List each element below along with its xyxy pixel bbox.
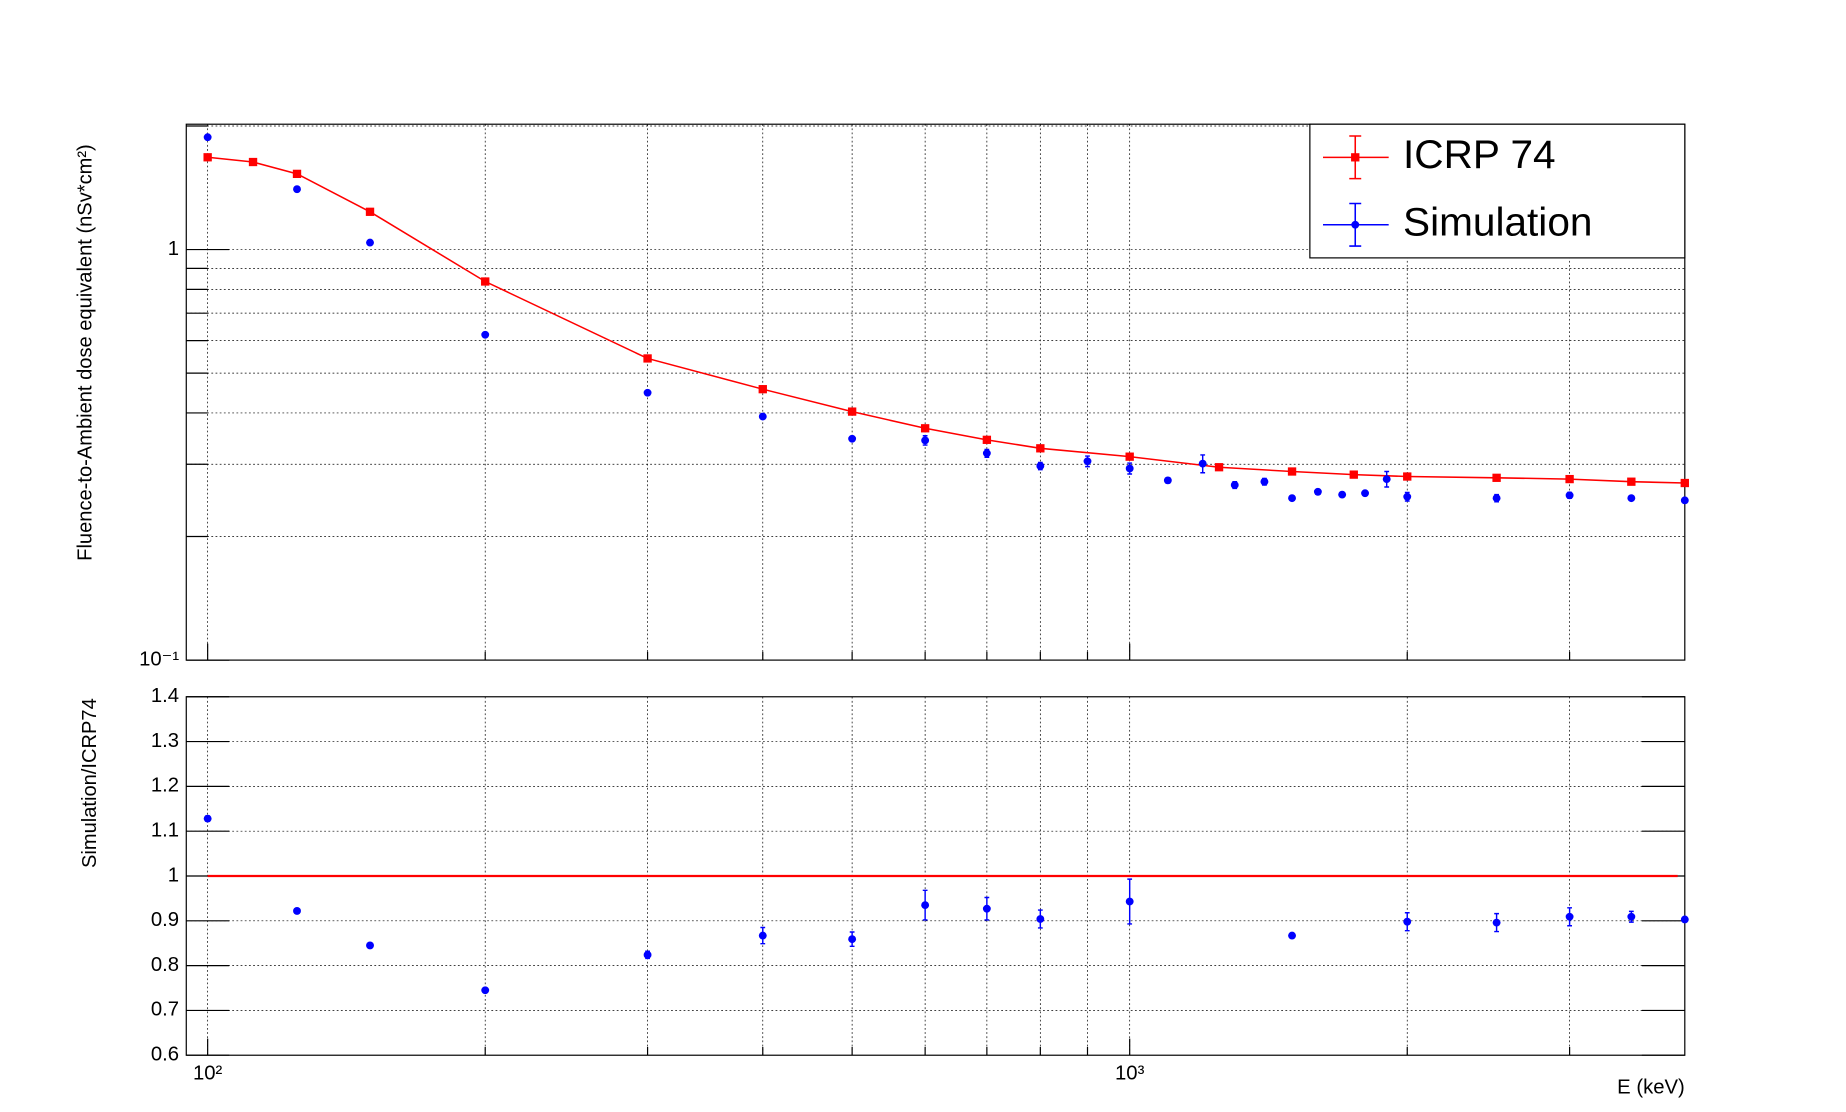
data-point bbox=[848, 935, 857, 944]
y-tick-label: 0.7 bbox=[151, 999, 179, 1021]
data-point bbox=[1492, 918, 1501, 927]
y-tick-label: 1.3 bbox=[151, 730, 179, 752]
data-point bbox=[1338, 490, 1347, 499]
data-point bbox=[1260, 477, 1269, 486]
data-point bbox=[758, 931, 767, 940]
data-point bbox=[203, 153, 212, 162]
y-tick-label: 1.4 bbox=[151, 685, 179, 707]
data-point bbox=[481, 986, 490, 995]
data-point bbox=[1230, 481, 1239, 489]
data-point bbox=[921, 901, 930, 910]
data-point bbox=[1125, 897, 1134, 906]
data-point bbox=[248, 157, 258, 167]
data-point bbox=[1287, 467, 1297, 476]
x-tick-label: 10² bbox=[193, 1063, 223, 1085]
data-point bbox=[848, 434, 857, 443]
data-point bbox=[1036, 462, 1045, 470]
data-point bbox=[293, 907, 301, 915]
data-point bbox=[643, 388, 652, 397]
data-point bbox=[365, 207, 375, 216]
data-point bbox=[1036, 915, 1045, 923]
data-point bbox=[366, 941, 374, 950]
data-point bbox=[203, 814, 212, 823]
data-point bbox=[1361, 489, 1369, 498]
data-point bbox=[758, 385, 767, 394]
data-point bbox=[1627, 912, 1636, 921]
legend-box bbox=[1309, 123, 1686, 259]
data-point bbox=[481, 277, 490, 286]
data-point bbox=[1403, 492, 1412, 501]
data-point bbox=[643, 354, 652, 363]
data-point bbox=[1492, 473, 1501, 482]
y-tick-label: 1 bbox=[168, 864, 179, 886]
data-point bbox=[1163, 476, 1172, 485]
y-tick-label: 0.8 bbox=[151, 954, 179, 976]
data-point bbox=[1565, 912, 1574, 921]
data-point bbox=[1565, 474, 1574, 484]
y-tick-label: 1 bbox=[168, 238, 179, 260]
data-point bbox=[1680, 496, 1689, 505]
data-point bbox=[982, 435, 992, 444]
data-point bbox=[1214, 463, 1224, 472]
data-point bbox=[1680, 915, 1689, 924]
data-point bbox=[920, 424, 930, 433]
data-point bbox=[847, 407, 857, 416]
series-line bbox=[207, 156, 1685, 484]
data-point bbox=[1125, 464, 1134, 473]
y-axis-title: Simulation/ICRP74 bbox=[79, 698, 101, 868]
data-point bbox=[1382, 475, 1391, 483]
data-point bbox=[1083, 457, 1092, 466]
data-point bbox=[643, 950, 652, 959]
data-point bbox=[758, 412, 767, 421]
legend-label: Simulation bbox=[1403, 199, 1592, 245]
data-point bbox=[481, 330, 490, 339]
data-point bbox=[1036, 444, 1045, 453]
x-axis-title: E (keV) bbox=[1617, 1077, 1685, 1099]
data-point bbox=[1125, 452, 1134, 461]
legend-marker bbox=[1351, 220, 1360, 229]
data-point bbox=[1492, 494, 1501, 503]
data-point bbox=[1288, 931, 1296, 940]
legend-marker bbox=[1351, 153, 1360, 162]
data-point bbox=[203, 133, 212, 142]
plot-frame bbox=[185, 123, 1686, 661]
data-point bbox=[292, 169, 302, 179]
data-point bbox=[293, 185, 301, 194]
x-tick-label: 10³ bbox=[1115, 1063, 1145, 1085]
data-point bbox=[1403, 472, 1412, 481]
data-point bbox=[1680, 478, 1689, 488]
y-tick-label: 10⁻¹ bbox=[139, 649, 179, 671]
data-point bbox=[921, 436, 930, 445]
y-axis-title: Fluence-to-Ambient dose equivalent (nSv*… bbox=[74, 144, 96, 561]
data-point bbox=[1403, 917, 1412, 926]
data-point bbox=[1627, 494, 1636, 503]
legend-label: ICRP 74 bbox=[1403, 131, 1556, 177]
data-point bbox=[366, 238, 374, 247]
data-point bbox=[1349, 470, 1358, 479]
y-tick-label: 0.6 bbox=[151, 1044, 179, 1066]
y-tick-label: 1.2 bbox=[151, 775, 179, 797]
data-point bbox=[1565, 491, 1574, 500]
data-point bbox=[982, 904, 991, 913]
y-tick-label: 0.9 bbox=[151, 909, 179, 931]
data-point bbox=[1313, 487, 1322, 496]
data-point bbox=[1198, 459, 1207, 468]
data-point bbox=[1288, 494, 1296, 503]
y-tick-label: 1.1 bbox=[151, 820, 179, 842]
data-point bbox=[982, 449, 991, 458]
data-point bbox=[1627, 477, 1636, 486]
